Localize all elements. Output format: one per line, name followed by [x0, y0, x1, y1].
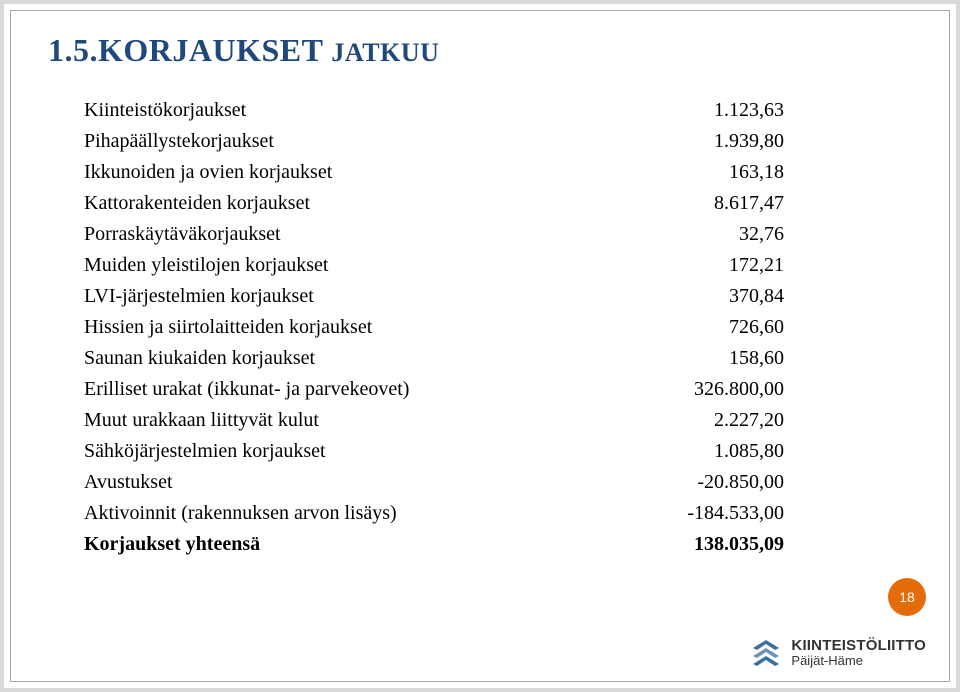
table-row: Kattorakenteiden korjaukset8.617,47: [84, 188, 784, 219]
table-row: Aktivoinnit (rakennuksen arvon lisäys)-1…: [84, 498, 784, 529]
table-row: Erilliset urakat (ikkunat- ja parvekeove…: [84, 374, 784, 405]
row-label: Avustukset: [84, 467, 654, 498]
row-label: Sähköjärjestelmien korjaukset: [84, 436, 654, 467]
row-label: Erilliset urakat (ikkunat- ja parvekeove…: [84, 374, 654, 405]
row-value: 138.035,09: [654, 529, 784, 560]
table-row: Sähköjärjestelmien korjaukset1.085,80: [84, 436, 784, 467]
row-value: 726,60: [654, 312, 784, 343]
row-value: 370,84: [654, 281, 784, 312]
table-row: Saunan kiukaiden korjaukset158,60: [84, 343, 784, 374]
title-continuation: JATKUU: [331, 38, 439, 67]
table-row: Pihapäällystekorjaukset1.939,80: [84, 126, 784, 157]
row-value: -184.533,00: [654, 498, 784, 529]
table-row: Ikkunoiden ja ovien korjaukset163,18: [84, 157, 784, 188]
table-row: Muut urakkaan liittyvät kulut2.227,20: [84, 405, 784, 436]
row-label: Kattorakenteiden korjaukset: [84, 188, 654, 219]
row-value: -20.850,00: [654, 467, 784, 498]
row-label: Korjaukset yhteensä: [84, 529, 654, 560]
row-label: Hissien ja siirtolaitteiden korjaukset: [84, 312, 654, 343]
row-label: Ikkunoiden ja ovien korjaukset: [84, 157, 654, 188]
table-row: Porraskäytäväkorjaukset32,76: [84, 219, 784, 250]
table-row: Korjaukset yhteensä138.035,09: [84, 529, 784, 560]
table-row: Kiinteistökorjaukset1.123,63: [84, 95, 784, 126]
table-row: LVI-järjestelmien korjaukset370,84: [84, 281, 784, 312]
slide-title: 1.5.KORJAUKSET JATKUU: [48, 32, 912, 69]
row-value: 32,76: [654, 219, 784, 250]
row-value: 326.800,00: [654, 374, 784, 405]
footer-logo: KIINTEISTÖLIITTO Päijät-Häme: [749, 636, 926, 670]
table-row: Muiden yleistilojen korjaukset172,21: [84, 250, 784, 281]
row-label: Muiden yleistilojen korjaukset: [84, 250, 654, 281]
row-value: 1.123,63: [654, 95, 784, 126]
row-value: 8.617,47: [654, 188, 784, 219]
table-row: Hissien ja siirtolaitteiden korjaukset72…: [84, 312, 784, 343]
data-table: Kiinteistökorjaukset1.123,63Pihapäällyst…: [84, 95, 784, 560]
row-label: Saunan kiukaiden korjaukset: [84, 343, 654, 374]
table-row: Avustukset-20.850,00: [84, 467, 784, 498]
logo-line2: Päijät-Häme: [791, 654, 926, 668]
row-value: 158,60: [654, 343, 784, 374]
row-label: Porraskäytäväkorjaukset: [84, 219, 654, 250]
logo-text: KIINTEISTÖLIITTO Päijät-Häme: [791, 638, 926, 667]
row-value: 172,21: [654, 250, 784, 281]
row-label: Kiinteistökorjaukset: [84, 95, 654, 126]
row-value: 2.227,20: [654, 405, 784, 436]
slide-content: 1.5.KORJAUKSET JATKUU Kiinteistökorjauks…: [48, 32, 912, 668]
row-value: 1.939,80: [654, 126, 784, 157]
row-label: LVI-järjestelmien korjaukset: [84, 281, 654, 312]
row-value: 1.085,80: [654, 436, 784, 467]
logo-line1: KIINTEISTÖLIITTO: [791, 638, 926, 654]
page-number: 18: [899, 589, 915, 605]
title-main: 1.5.KORJAUKSET: [48, 32, 323, 68]
page-number-badge: 18: [888, 578, 926, 616]
row-label: Muut urakkaan liittyvät kulut: [84, 405, 654, 436]
row-label: Aktivoinnit (rakennuksen arvon lisäys): [84, 498, 654, 529]
logo-mark-icon: [749, 636, 783, 670]
row-label: Pihapäällystekorjaukset: [84, 126, 654, 157]
row-value: 163,18: [654, 157, 784, 188]
